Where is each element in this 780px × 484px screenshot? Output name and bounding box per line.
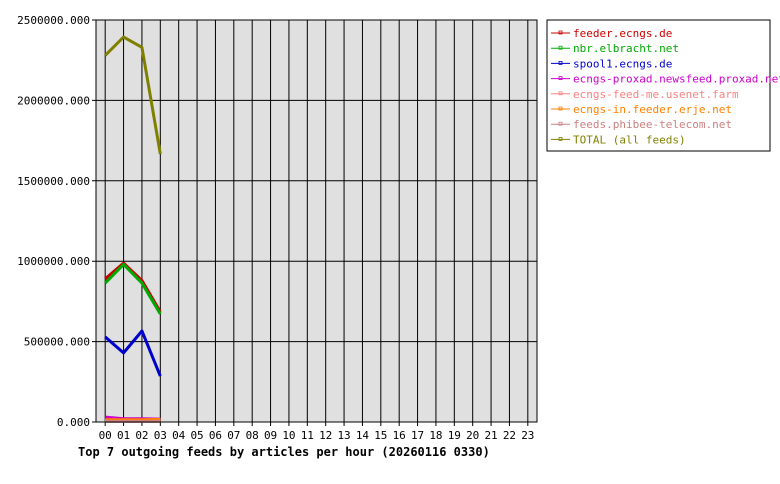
x-tick-label: 21 <box>484 429 497 442</box>
x-tick-label: 10 <box>282 429 295 442</box>
legend-label: TOTAL (all feeds) <box>573 133 686 146</box>
y-tick-label: 2000000.000 <box>17 94 90 107</box>
y-tick-label: 1000000.000 <box>17 255 90 268</box>
x-tick-label: 17 <box>411 429 424 442</box>
legend: feeder.ecngs.de nbr.elbracht.net spool1.ec… <box>547 20 780 151</box>
legend-label: ecngs-in.feeder.erje.net <box>573 103 732 116</box>
x-tick-label: 03 <box>154 429 167 442</box>
x-tick-label: 23 <box>521 429 534 442</box>
x-tick-label: 12 <box>319 429 332 442</box>
x-tick-label: 01 <box>117 429 130 442</box>
x-tick-label: 02 <box>135 429 148 442</box>
x-tick-label: 06 <box>209 429 222 442</box>
x-tick-label: 15 <box>374 429 387 442</box>
x-tick-label: 00 <box>99 429 112 442</box>
y-tick-label: 1500000.000 <box>17 175 90 188</box>
legend-label: nbr.elbracht.net <box>573 42 679 55</box>
legend-label: ecngs-feed-me.usenet.farm <box>573 88 739 101</box>
x-tick-label: 22 <box>503 429 516 442</box>
y-tick-label: 2500000.000 <box>17 14 90 27</box>
legend-label: spool1.ecngs.de <box>573 57 672 70</box>
legend-label: feeds.phibee-telecom.net <box>573 118 732 131</box>
x-tick-label: 08 <box>246 429 259 442</box>
x-tick-label: 13 <box>337 429 350 442</box>
legend-label: feeder.ecngs.de <box>573 27 672 40</box>
x-tick-label: 04 <box>172 429 186 442</box>
x-tick-label: 19 <box>448 429 461 442</box>
x-tick-label: 09 <box>264 429 277 442</box>
x-tick-label: 20 <box>466 429 479 442</box>
y-tick-label: 500000.000 <box>24 336 90 349</box>
x-tick-label: 18 <box>429 429 442 442</box>
chart-title: Top 7 outgoing feeds by articles per hou… <box>78 445 490 459</box>
x-tick-label: 11 <box>301 429 314 442</box>
x-tick-label: 16 <box>393 429 406 442</box>
x-tick-label: 05 <box>190 429 203 442</box>
y-tick-label: 0.000 <box>57 416 90 429</box>
x-tick-label: 07 <box>227 429 240 442</box>
plot-area <box>96 20 537 422</box>
x-tick-label: 14 <box>356 429 370 442</box>
legend-label: ecngs-proxad.newsfeed.proxad.net <box>573 73 780 86</box>
